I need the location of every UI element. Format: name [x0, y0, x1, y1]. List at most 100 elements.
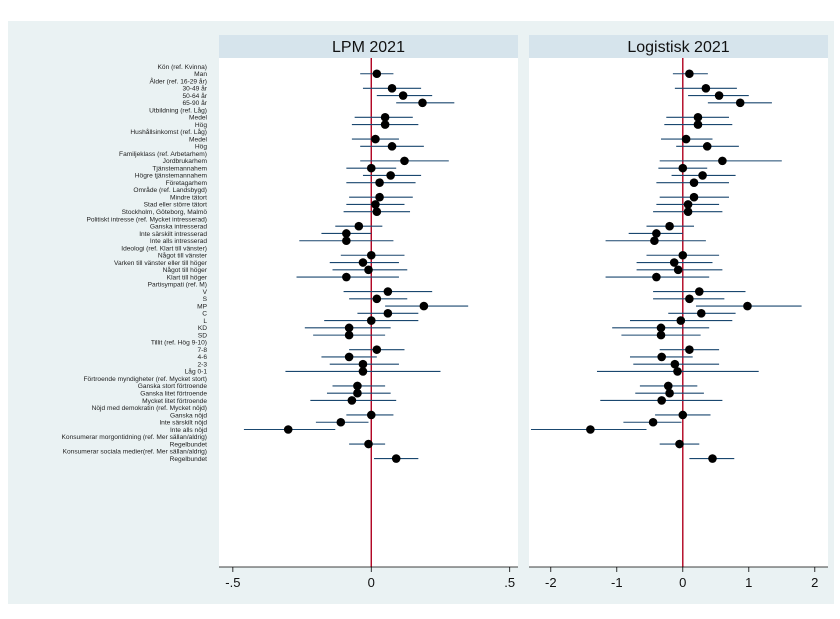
coefficient-point: [375, 192, 384, 202]
row-group-header: Ålder (ref. 16-29 år): [149, 76, 207, 85]
row-label: Tjänstemannahem: [152, 165, 207, 172]
x-tick-label: 2: [811, 575, 818, 590]
coefficient-point: [670, 359, 680, 369]
plot-area: [219, 58, 518, 567]
row-label: Något till höger: [163, 266, 208, 274]
row-label: Ganska litet förtroende: [140, 391, 207, 398]
row-group-header: Familjeklass (ref. Arbetarhem): [119, 151, 207, 158]
row-label: Låg 0-1: [185, 368, 208, 376]
coefficient-point: [718, 156, 727, 166]
coefficient-point: [336, 417, 346, 427]
coefficient-point: [418, 98, 427, 108]
row-label: Ganska stort förtroende: [138, 383, 208, 390]
coefficient-point: [342, 272, 351, 282]
x-tick-label: -.5: [225, 575, 240, 590]
coefficient-point: [693, 120, 703, 129]
coefficient-point: [364, 265, 373, 275]
row-label: 7-8: [197, 347, 207, 354]
row-group-header: Kön (ref. Kvinna): [158, 64, 207, 71]
row-label: Medel: [189, 136, 207, 143]
coefficient-point: [701, 83, 711, 93]
row-label: Mindre tätort: [170, 194, 207, 201]
coefficient-point: [678, 163, 688, 173]
row-label: 65-90 år: [182, 99, 207, 107]
panel-title-strip: [219, 35, 518, 58]
coefficient-point: [372, 345, 382, 354]
coefficient-point: [708, 454, 717, 463]
coefficient-point: [673, 367, 682, 376]
row-label: Regelbundet: [170, 456, 208, 463]
coefficient-point: [657, 352, 666, 362]
coefficient-point: [342, 236, 351, 246]
row-label: Jordbrukarhem: [163, 158, 208, 165]
coefficient-point: [743, 301, 752, 311]
coefficient-point: [353, 388, 362, 398]
coefficient-point: [678, 410, 688, 420]
coefficient-point: [683, 200, 693, 209]
coefficient-point: [652, 229, 661, 238]
row-label: Mycket litet förtroende: [142, 398, 207, 405]
coefficient-point: [676, 316, 686, 325]
coefficient-point: [358, 367, 368, 376]
row-label: Högre tjänstemannahem: [135, 173, 208, 180]
coefficient-point: [665, 221, 674, 231]
row-label: Inte alls intresserad: [150, 238, 208, 245]
coefficient-point: [387, 142, 397, 151]
coefficient-point: [419, 301, 429, 311]
coefficient-point: [353, 381, 362, 391]
coefficient-point: [681, 134, 691, 144]
coefficient-point: [354, 221, 364, 231]
row-label: 2-3: [197, 361, 207, 368]
coefficient-point: [344, 330, 354, 340]
coefficient-point: [366, 410, 376, 420]
coefficient-point: [347, 396, 357, 405]
row-label: Klart till höger: [167, 274, 208, 281]
coefficient-point: [678, 250, 688, 260]
coefficient-point: [714, 91, 724, 100]
row-label: Hög: [195, 122, 207, 129]
coefficient-point: [683, 207, 693, 216]
row-label: Inte särskilt nöjd: [159, 420, 207, 427]
panel-title: LPM 2021: [332, 39, 405, 56]
coefficient-point: [358, 258, 368, 267]
coefficient-point: [344, 352, 354, 362]
panel-2: Logistisk 2021 -2 -1 0 1 2: [529, 35, 828, 590]
row-group-header: Utbildning (ref. Låg): [149, 106, 207, 114]
coefficient-point: [648, 417, 658, 427]
coefficient-point: [685, 294, 694, 304]
coefficient-point: [685, 69, 694, 79]
coefficient-point: [342, 229, 351, 238]
row-label: SD: [198, 332, 207, 339]
coefficient-point: [698, 171, 707, 180]
coefficient-point: [586, 425, 595, 434]
row-label: Stad eller större tätort: [144, 202, 208, 209]
coefficient-point: [673, 265, 683, 275]
coefficient-point: [380, 120, 390, 129]
row-group-header: Partisympati (ref. M): [148, 282, 207, 289]
coefficient-point: [656, 323, 666, 333]
coefficient-point: [398, 91, 408, 100]
coefficient-point: [391, 454, 401, 463]
row-label: MP: [197, 303, 207, 310]
row-group-header: Tillit (ref. Hög 9-10): [151, 340, 207, 347]
coefficient-point: [386, 171, 395, 180]
coefficient-point: [364, 439, 373, 449]
coefficient-point: [735, 98, 745, 108]
row-label: KD: [198, 325, 207, 332]
coefficient-point: [702, 142, 712, 151]
row-group-header: Konsumerar morgontidning (ref. Mer sälla…: [62, 434, 208, 441]
row-label: C: [202, 311, 207, 318]
row-label: Regelbundet: [170, 441, 208, 448]
coefficient-point: [652, 272, 661, 282]
coefficient-point: [375, 178, 384, 187]
row-label: L: [203, 318, 207, 325]
row-label: Ganska intresserad: [150, 224, 208, 231]
row-group-header: Förtroende myndigheter (ref. Mycket stor…: [84, 376, 208, 383]
row-label: Hög: [195, 144, 207, 151]
coefficient-point: [663, 381, 673, 391]
coefficient-point: [675, 439, 684, 449]
row-label: Ganska nöjd: [170, 412, 207, 419]
row-group-header: Hushållsinkomst (ref. Låg): [130, 128, 207, 136]
